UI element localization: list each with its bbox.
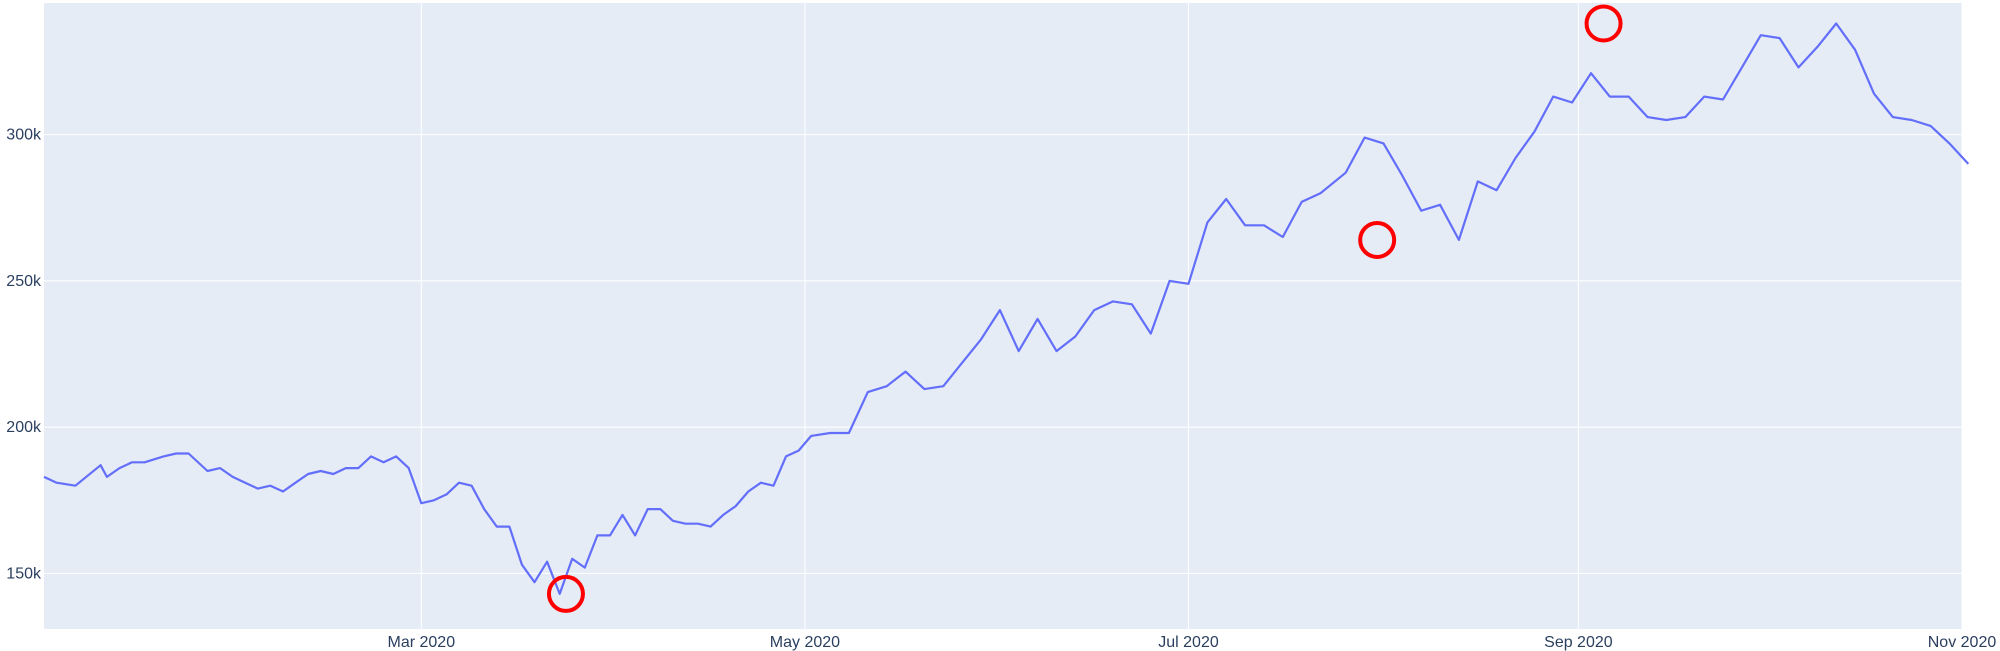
x-tick-label: Jul 2020 — [1158, 634, 1219, 651]
highlight-marker — [1584, 4, 1623, 43]
x-tick-label: May 2020 — [770, 634, 840, 651]
x-tick-label: Mar 2020 — [388, 634, 456, 651]
x-axis-tick-labels: Mar 2020 May 2020 Jul 2020 Sep 2020 Nov 2020 — [388, 634, 1997, 651]
y-axis-tick-labels: 150k 200k 250k 300k — [6, 127, 42, 583]
x-tick-label: Sep 2020 — [1544, 634, 1613, 651]
y-tick-label: 250k — [6, 273, 42, 290]
highlight-markers — [546, 4, 1623, 613]
y-tick-label: 200k — [6, 419, 42, 436]
y-grid-lines — [44, 134, 1962, 574]
highlight-marker — [546, 574, 585, 613]
y-tick-label: 150k — [6, 565, 42, 582]
y-tick-label: 300k — [6, 127, 42, 144]
highlight-marker — [1358, 220, 1397, 259]
x-grid-lines — [420, 3, 1963, 629]
series-line — [43, 22, 1970, 595]
x-tick-label: Nov 2020 — [1928, 634, 1997, 651]
